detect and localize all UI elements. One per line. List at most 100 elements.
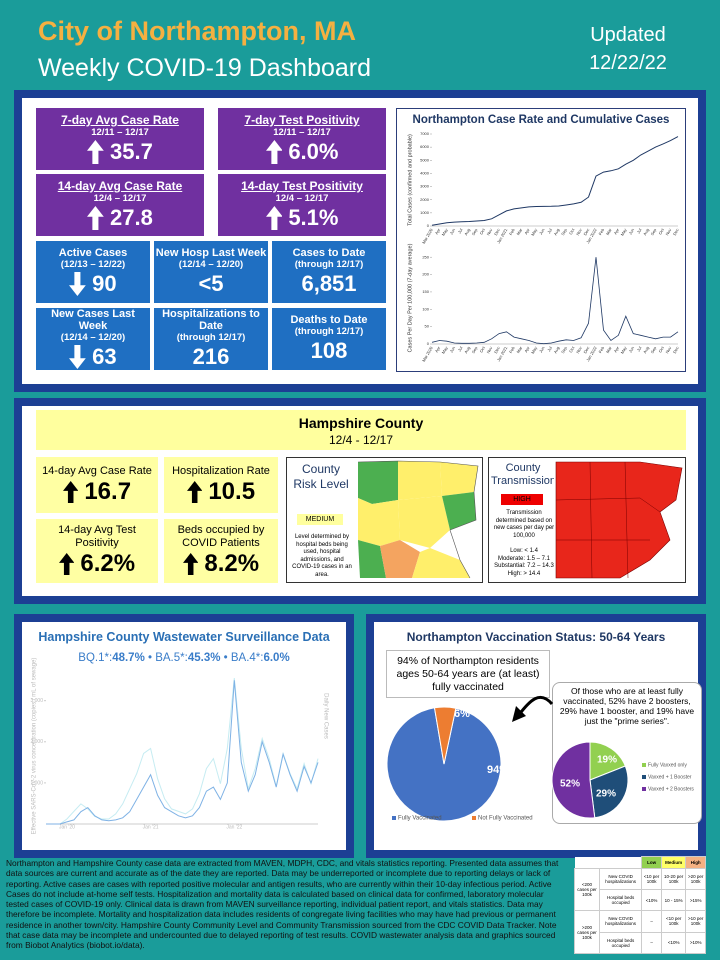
arrow-shape	[69, 345, 87, 369]
tile-value: 27.8	[109, 205, 153, 230]
footer-note: Northampton and Hampshire County case da…	[6, 858, 559, 951]
page-subtitle: Weekly COVID-19 Dashboard	[38, 54, 372, 82]
metric-tile: Active Cases (12/13 – 12/22) 90	[36, 241, 150, 303]
tile-value: 90	[92, 271, 117, 296]
trend-arrow	[186, 480, 203, 503]
tile-title: 7-day Avg Case Rate	[61, 113, 179, 127]
arrow-shape	[62, 480, 79, 503]
variant-name: BA.5*:	[155, 652, 188, 664]
risk-note: Level determined by hospital beds being …	[292, 534, 352, 578]
scale-entry: Substantial: 7.2 – 14.3	[494, 563, 554, 569]
tile-value: 10.5	[208, 477, 256, 505]
table-row: Hospital beds occupied – <10% >10%	[575, 931, 706, 955]
tile-title: New Cases Last Week	[51, 308, 135, 332]
table-cell: –	[641, 910, 662, 933]
tile-period: 12/4 – 12/17	[275, 193, 329, 204]
vaccination-summary: 94% of Northampton residents ages 50-64 …	[386, 650, 550, 698]
tile-value-row: 8.2%	[182, 550, 260, 578]
chart-panel	[396, 108, 686, 372]
tile-period: (12/14 – 12/20)	[60, 332, 126, 343]
tile-title: 14-day Test Positivity	[241, 179, 363, 193]
tile-value: 216	[192, 344, 230, 369]
table-cell: >10%	[685, 931, 706, 955]
callout-text: Of those who are at least fully vaccinat…	[559, 686, 695, 726]
arrow-shape	[69, 272, 87, 296]
table-row: Hospital beds occupied <10% 10 - 15% >15%	[575, 888, 706, 912]
tile-value-row: 35.7	[87, 139, 153, 165]
table-cell: <10 per 100k	[641, 867, 662, 890]
table-header: Low Medium High	[574, 856, 706, 869]
tile-value-row: 6,851	[301, 271, 356, 297]
tile-value: 63	[92, 344, 117, 369]
tile-value: 8.2%	[204, 550, 260, 577]
variant-share: 45.3%	[187, 652, 221, 664]
tile-value-row: 6.0%	[265, 139, 339, 165]
table-row: >200 cases per 100k New COVID hospitaliza…	[574, 910, 706, 954]
table-cell: <10%	[660, 931, 687, 955]
metric-tile: Cases to Date (through 12/17) 6,851	[272, 241, 386, 303]
tile-value-row: 216	[193, 344, 230, 370]
variant-share: 6.0%	[263, 652, 290, 664]
metric-tile: 14-day Avg Case Rate 12/4 – 12/17 27.8	[36, 174, 204, 236]
header-cell: High	[685, 856, 706, 869]
risk-panel: County Risk Level MEDIUM Level determine…	[286, 457, 483, 583]
tile-value-row: 6.2%	[58, 550, 136, 578]
variant-legend: BQ.1*:48.7% • BA.5*:45.3% • BA.4*:6.0%	[22, 652, 346, 664]
trend-arrow	[182, 553, 199, 575]
table-corner	[574, 856, 642, 869]
transmission-title: County Transmission	[491, 462, 556, 487]
metric-tile: Hospitalizations to Date (through 12/17) 2…	[154, 308, 268, 370]
county-tile: 14-day Avg Test Positivity 6.2%	[36, 519, 158, 583]
county-tile: Hospitalization Rate 10.5	[164, 457, 278, 513]
table-cell: 10 - 15%	[660, 888, 687, 912]
tile-title: 14-day Avg Test Positivity	[58, 524, 136, 549]
tile-title: 14-day Avg Case Rate	[42, 464, 152, 477]
trend-arrow	[69, 345, 87, 369]
row-label: New COVID hospitalizations	[598, 910, 643, 933]
header-cell: Medium	[660, 856, 687, 869]
table-row: <200 cases per 100k New COVID hospitaliza…	[574, 867, 706, 912]
county-title: Hampshire County	[298, 415, 424, 431]
header-cell: Low	[641, 856, 662, 869]
table-cell: >20 per 100k	[685, 867, 706, 890]
scale-entry: Low: < 1.4	[510, 548, 538, 554]
tile-period: 12/11 – 12/17	[273, 127, 331, 138]
metric-tile: 14-day Test Positivity 12/4 – 12/17 5.1%	[218, 174, 386, 236]
arrow-shape	[265, 140, 283, 164]
callout-box: Of those who are at least fully vaccinat…	[552, 682, 702, 824]
tile-title: Beds occupied by COVID Patients	[177, 524, 265, 549]
table-cell: <10%	[641, 888, 662, 912]
group-label: <200 cases per 100k	[574, 867, 600, 912]
tile-value: 6.0%	[288, 139, 339, 164]
tile-period: (12/14 – 12/20)	[178, 259, 244, 270]
transmission-note: Transmission determined based on new cas…	[493, 510, 555, 539]
tile-period: (through 12/17)	[294, 259, 364, 270]
arrow-shape	[186, 480, 203, 503]
tile-period: 12/11 – 12/17	[91, 127, 149, 138]
arrow-shape	[265, 206, 283, 230]
updated-label: Updated	[590, 24, 666, 46]
arrow-shape	[87, 140, 104, 164]
trend-arrow	[58, 553, 75, 575]
variant-name: BQ.1*:	[78, 652, 113, 664]
county-tile: Beds occupied by COVID Patients 8.2%	[164, 519, 278, 583]
tile-value-row: 108	[311, 338, 348, 364]
scale-entry: High: > 14.4	[507, 570, 541, 577]
tile-value-row: 16.7	[62, 478, 131, 506]
group-label: >200 cases per 100k	[574, 910, 600, 954]
tile-value-row: 5.1%	[265, 205, 338, 231]
variant-name: BA.4*:	[230, 652, 264, 664]
risk-title: County Risk Level	[293, 462, 349, 491]
tile-value-row: 90	[69, 271, 117, 297]
row-label: New COVID hospitalizations	[598, 867, 643, 890]
tile-value: 108	[310, 338, 348, 363]
row-label: Hospital beds occupied	[598, 931, 643, 955]
tile-title: New Hosp Last Week	[155, 247, 267, 259]
tile-title: Active Cases	[58, 247, 128, 259]
tile-value: 6.2%	[80, 550, 136, 577]
tile-title: Hospitalizations to Date	[162, 308, 260, 332]
separator: •	[220, 652, 231, 664]
trend-arrow	[87, 140, 104, 164]
tile-title: Deaths to Date	[290, 314, 368, 326]
tile-value: 35.7	[109, 139, 153, 164]
